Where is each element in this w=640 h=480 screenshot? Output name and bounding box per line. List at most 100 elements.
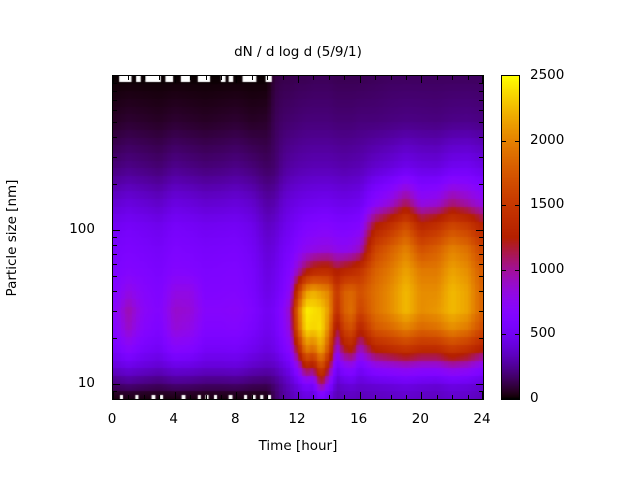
heatmap-canvas	[113, 76, 483, 399]
x-minor-tick	[452, 395, 454, 399]
x-minor-tick	[436, 76, 438, 80]
x-minor-tick	[220, 395, 222, 399]
x-minor-tick	[128, 395, 130, 399]
colorbar-tick	[502, 141, 506, 142]
chart-title: dN / d log d (5/9/1)	[234, 44, 362, 60]
x-minor-tick	[436, 395, 438, 399]
y-major-tick	[476, 384, 483, 385]
y-minor-tick	[113, 254, 117, 255]
x-minor-tick	[205, 395, 207, 399]
plot-area	[112, 75, 484, 400]
y-minor-tick	[113, 311, 117, 312]
colorbar-tick	[515, 270, 519, 271]
x-major-tick	[482, 76, 483, 83]
y-minor-tick	[479, 184, 483, 185]
y-tick-label: 10	[77, 375, 95, 392]
y-minor-tick	[479, 311, 483, 312]
x-minor-tick	[344, 76, 346, 80]
y-minor-tick	[479, 276, 483, 277]
colorbar-tick	[502, 270, 506, 271]
x-minor-tick	[220, 76, 222, 80]
y-minor-tick	[479, 264, 483, 265]
y-minor-tick	[113, 122, 117, 123]
y-minor-tick	[113, 91, 117, 92]
y-minor-tick	[113, 237, 117, 238]
x-major-tick	[421, 76, 423, 83]
y-minor-tick	[479, 137, 483, 138]
x-tick-label: 4	[169, 411, 178, 427]
y-minor-tick	[113, 100, 117, 101]
x-major-tick	[113, 76, 114, 83]
x-minor-tick	[405, 395, 407, 399]
x-major-tick	[174, 392, 176, 399]
x-minor-tick	[159, 395, 161, 399]
x-minor-tick	[328, 395, 330, 399]
x-major-tick	[298, 392, 299, 399]
x-tick-label: 20	[411, 411, 429, 427]
x-axis-title: Time [hour]	[258, 438, 338, 454]
y-minor-tick	[479, 122, 483, 123]
x-minor-tick	[267, 395, 269, 399]
colorbar-tick-label: 2000	[530, 131, 565, 148]
x-minor-tick	[313, 395, 315, 399]
x-minor-tick	[405, 76, 407, 80]
colorbar-tick-label: 500	[530, 325, 556, 342]
x-minor-tick	[251, 76, 253, 80]
colorbar-tick-label: 1500	[530, 196, 565, 213]
x-minor-tick	[282, 76, 284, 80]
y-minor-tick	[479, 237, 483, 238]
x-minor-tick	[328, 76, 330, 80]
x-minor-tick	[390, 395, 392, 399]
y-major-tick	[113, 384, 120, 385]
colorbar-tick	[515, 205, 519, 206]
y-minor-tick	[113, 83, 117, 84]
colorbar-tick-label: 0	[530, 390, 539, 406]
colorbar-canvas	[502, 76, 519, 399]
y-minor-tick	[113, 291, 117, 292]
y-minor-tick	[113, 157, 117, 158]
x-tick-label: 16	[350, 411, 368, 427]
y-tick-label: 100	[69, 221, 95, 238]
y-minor-tick	[479, 338, 483, 339]
x-minor-tick	[467, 395, 469, 399]
y-minor-tick	[113, 276, 117, 277]
x-minor-tick	[344, 395, 346, 399]
y-minor-tick	[479, 254, 483, 255]
colorbar-tick	[502, 205, 506, 206]
y-minor-tick	[113, 184, 117, 185]
x-major-tick	[113, 392, 114, 399]
y-axis-title: Particle size [nm]	[4, 179, 20, 297]
x-minor-tick	[452, 76, 454, 80]
x-minor-tick	[190, 395, 192, 399]
y-minor-tick	[113, 245, 117, 246]
x-minor-tick	[390, 76, 392, 80]
y-minor-tick	[113, 137, 117, 138]
y-minor-tick	[113, 338, 117, 339]
y-minor-tick	[113, 391, 117, 392]
y-minor-tick	[479, 245, 483, 246]
y-minor-tick	[479, 291, 483, 292]
x-minor-tick	[205, 76, 207, 80]
x-minor-tick	[128, 76, 130, 80]
x-minor-tick	[267, 76, 269, 80]
y-minor-tick	[113, 264, 117, 265]
colorbar-tick	[502, 334, 506, 335]
x-major-tick	[359, 392, 361, 399]
colorbar-tick-label: 2500	[530, 67, 565, 83]
x-minor-tick	[190, 76, 192, 80]
colorbar-tick-label: 1000	[530, 260, 565, 277]
x-tick-label: 0	[107, 411, 117, 427]
x-tick-label: 8	[231, 411, 240, 427]
x-major-tick	[359, 76, 361, 83]
colorbar-tick	[515, 334, 519, 335]
x-major-tick	[236, 76, 238, 83]
x-tick-label: 12	[288, 411, 306, 427]
y-minor-tick	[479, 110, 483, 111]
x-major-tick	[298, 76, 299, 83]
y-minor-tick	[113, 110, 117, 111]
x-minor-tick	[375, 76, 377, 80]
x-major-tick	[421, 392, 423, 399]
x-minor-tick	[282, 395, 284, 399]
x-minor-tick	[251, 395, 253, 399]
